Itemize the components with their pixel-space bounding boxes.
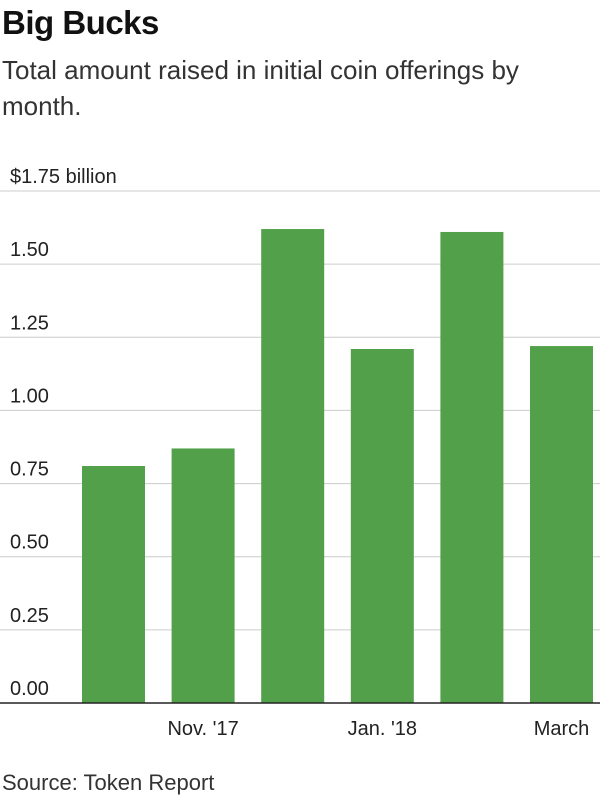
x-tick-label: Jan. '18 [348,718,417,740]
bar [350,348,414,703]
bar [530,346,593,703]
bar [261,229,325,703]
y-tick-label: 0.50 [10,532,49,554]
y-axis-labels: 0.00 0.25 0.50 0.75 1.00 1.25 1.50 $1.75 billio… [10,166,117,700]
chart-title: Big Bucks [2,4,159,41]
bars [82,229,593,703]
y-tick-label: 0.00 [10,678,49,700]
y-tick-label: 0.25 [10,605,49,627]
bar [171,448,235,703]
bar [440,231,504,703]
x-axis-labels: Nov. '17 Jan. '18 March [167,718,589,740]
y-tick-label: 1.25 [10,312,49,334]
x-tick-label: Nov. '17 [167,718,238,740]
source-note: Source: Token Report [2,770,215,795]
x-tick-label: March [534,718,590,740]
bar [82,466,145,703]
y-tick-label: 1.50 [10,239,49,261]
y-tick-label: $1.75 billion [10,166,117,188]
chart-subtitle: Total amount raised in initial coin offe… [2,55,519,121]
y-tick-label: 1.00 [10,385,49,407]
y-tick-label: 0.75 [10,459,49,481]
